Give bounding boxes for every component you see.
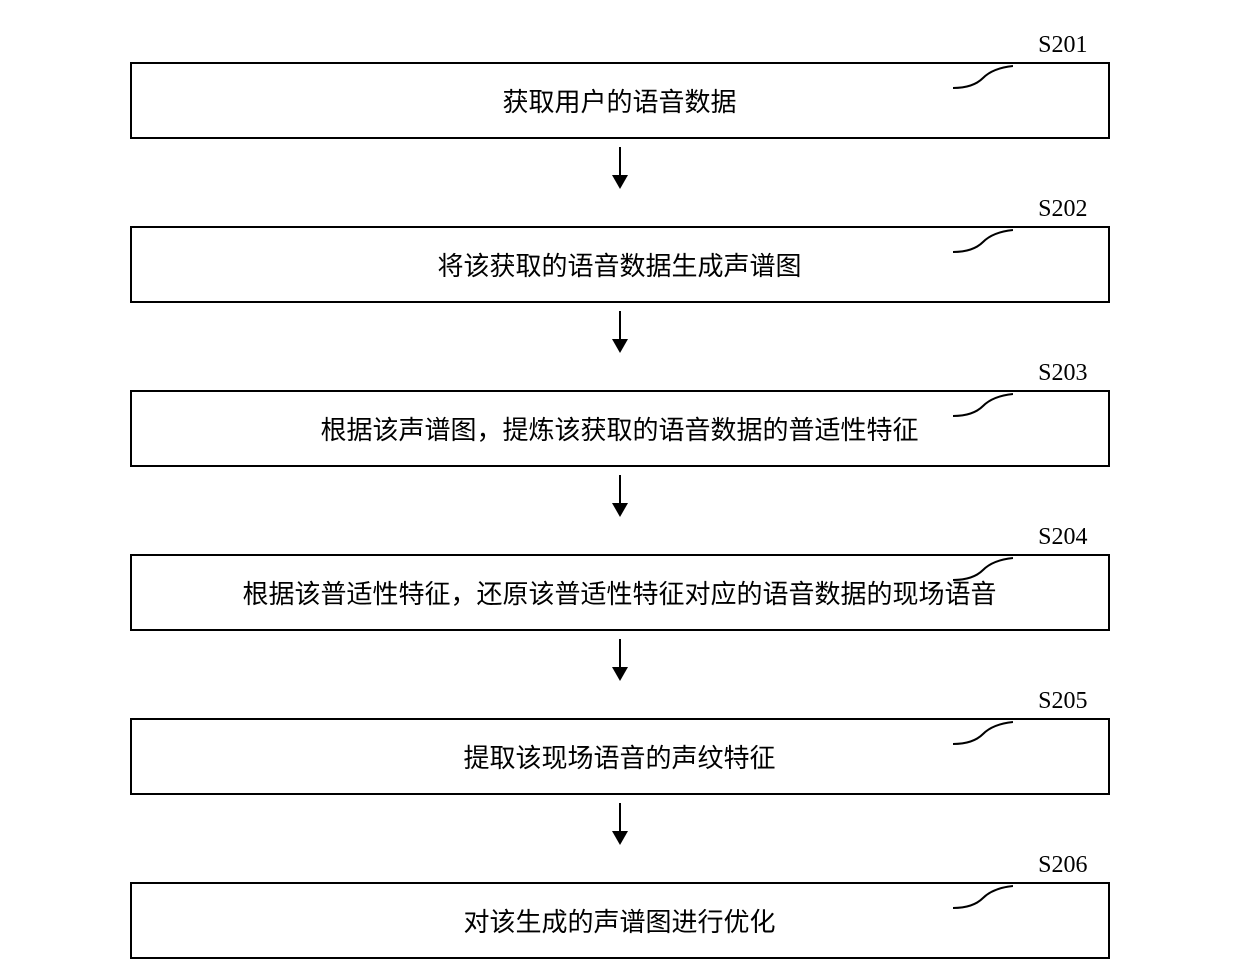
- step-label-5: S205: [1038, 688, 1087, 715]
- step-box-6: S206 对该生成的声谱图进行优化: [130, 882, 1110, 959]
- step-2: S202 将该获取的语音数据生成声谱图: [40, 226, 1199, 303]
- step-box-3: S203 根据该声谱图，提炼该获取的语音数据的普适性特征: [130, 390, 1110, 467]
- step-6: S206 对该生成的声谱图进行优化: [40, 882, 1199, 959]
- flowchart-container: S201 获取用户的语音数据 S202 将该获取的语音数据生成声谱图 S203 …: [40, 30, 1199, 959]
- step-text-3: 根据该声谱图，提炼该获取的语音数据的普适性特征: [320, 416, 918, 445]
- step-box-4: S204 根据该普适性特征，还原该普适性特征对应的语音数据的现场语音: [130, 554, 1110, 631]
- step-text-2: 将该获取的语音数据生成声谱图: [437, 252, 801, 281]
- step-box-5: S205 提取该现场语音的声纹特征: [130, 718, 1110, 795]
- arrow-5: [619, 795, 621, 850]
- step-text-5: 提取该现场语音的声纹特征: [463, 744, 775, 773]
- step-1: S201 获取用户的语音数据: [40, 62, 1199, 139]
- step-box-2: S202 将该获取的语音数据生成声谱图: [130, 226, 1110, 303]
- arrow-3: [619, 467, 621, 522]
- curve-connector-icon: [953, 552, 1013, 582]
- step-label-2: S202: [1038, 196, 1087, 223]
- curve-connector-icon: [953, 60, 1013, 90]
- step-text-6: 对该生成的声谱图进行优化: [463, 908, 775, 937]
- arrow-1: [619, 139, 621, 194]
- curve-connector-icon: [953, 224, 1013, 254]
- step-label-1: S201: [1038, 32, 1087, 59]
- curve-connector-icon: [953, 716, 1013, 746]
- step-text-1: 获取用户的语音数据: [502, 88, 736, 117]
- step-label-6: S206: [1038, 852, 1087, 879]
- curve-connector-icon: [953, 880, 1013, 910]
- arrow-2: [619, 303, 621, 358]
- step-5: S205 提取该现场语音的声纹特征: [40, 718, 1199, 795]
- step-label-4: S204: [1038, 524, 1087, 551]
- step-label-3: S203: [1038, 360, 1087, 387]
- step-4: S204 根据该普适性特征，还原该普适性特征对应的语音数据的现场语音: [40, 554, 1199, 631]
- step-box-1: S201 获取用户的语音数据: [130, 62, 1110, 139]
- step-text-4: 根据该普适性特征，还原该普适性特征对应的语音数据的现场语音: [242, 580, 996, 609]
- step-3: S203 根据该声谱图，提炼该获取的语音数据的普适性特征: [40, 390, 1199, 467]
- arrow-4: [619, 631, 621, 686]
- curve-connector-icon: [953, 388, 1013, 418]
